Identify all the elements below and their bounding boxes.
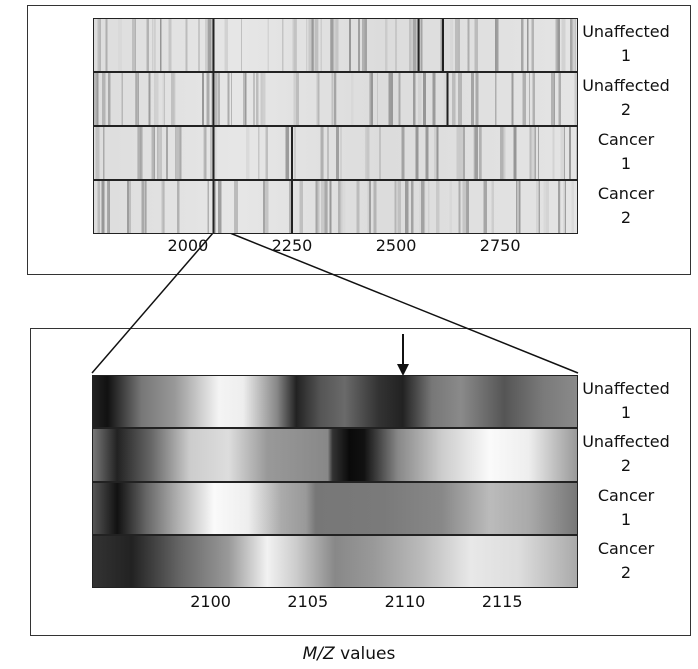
row-label: Unaffected 2 <box>582 76 670 119</box>
row-label: Unaffected 1 <box>582 22 670 65</box>
zoom-line <box>229 232 579 374</box>
row-label: Cancer 2 <box>597 538 655 582</box>
gel-lane <box>93 72 578 126</box>
zoom-panel <box>30 328 691 636</box>
zoom-line <box>91 232 214 374</box>
x-label-rest: values <box>340 644 396 664</box>
gel-lane <box>92 534 578 589</box>
x-tick-label: 2750 <box>479 236 521 255</box>
x-tick-label: 2000 <box>167 236 209 255</box>
row-label: Unaffected 1 <box>582 379 670 422</box>
x-tick-label: 2110 <box>384 592 426 611</box>
row-label: Unaffected 2 <box>582 432 670 476</box>
gel-lane <box>93 180 578 234</box>
row-label: Cancer 1 <box>597 130 655 173</box>
x-tick-label: 2100 <box>190 592 231 611</box>
gel-lane <box>92 428 578 482</box>
gel-lane <box>93 126 578 180</box>
gel-lane <box>92 375 578 429</box>
row-label: Cancer 1 <box>597 485 655 529</box>
gel-lane <box>93 18 578 72</box>
overview-panel <box>27 5 691 275</box>
row-label: Cancer 2 <box>597 184 655 227</box>
arrow-head <box>397 364 409 376</box>
x-tick-label: 2500 <box>375 236 417 255</box>
x-label-variable: M/Z <box>302 644 335 664</box>
x-axis-label: M/Z values <box>0 644 698 664</box>
gel-lane <box>92 481 578 535</box>
x-tick-label: 2105 <box>287 592 329 611</box>
x-tick-label: 2115 <box>481 592 523 611</box>
x-tick-label: 2250 <box>271 236 313 255</box>
